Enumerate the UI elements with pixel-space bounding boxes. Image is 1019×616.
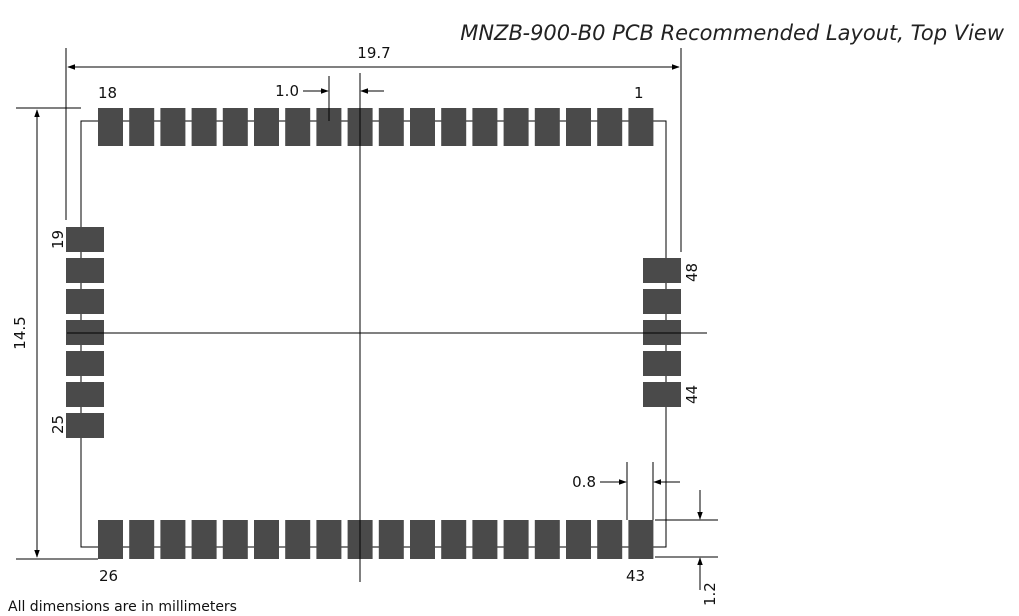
- pad-right-44: [643, 382, 681, 407]
- pad-top-17: [129, 108, 155, 146]
- height-value-label: 14.5: [11, 316, 29, 349]
- pin-label-1: 1: [634, 84, 644, 102]
- pad-bottom-29: [191, 520, 217, 559]
- pad-bottom-27: [129, 520, 155, 559]
- pad-top-3: [566, 108, 591, 146]
- pad-left-20: [66, 258, 104, 283]
- pad-right-47: [643, 289, 681, 314]
- pin-label-25: 25: [49, 415, 67, 434]
- pad-bottom-30: [222, 520, 248, 559]
- width-value-label: 19.7: [357, 44, 390, 62]
- pad-bottom-33: [316, 520, 342, 559]
- pad-bottom-38: [472, 520, 498, 559]
- pad-top-13: [254, 108, 279, 146]
- pad-top-6: [472, 108, 498, 146]
- pad-bottom-28: [160, 520, 186, 559]
- pad-top-18: [98, 108, 123, 146]
- pad-right-45: [643, 351, 681, 376]
- figure-title: MNZB-900-B0 PCB Recommended Layout, Top …: [460, 21, 1005, 45]
- pin-label-44: 44: [683, 385, 701, 404]
- pin-label-19: 19: [49, 230, 67, 249]
- pad-top-12: [285, 108, 311, 146]
- pad-bottom-43: [628, 520, 654, 559]
- pin-label-18: 18: [98, 84, 117, 102]
- units-footnote: All dimensions are in millimeters: [8, 599, 237, 615]
- pad-bottom-41: [566, 520, 591, 559]
- pitch-value-label: 1.0: [275, 82, 299, 100]
- offset-value-label: 1.2: [701, 582, 719, 606]
- pad-width-value-label: 0.8: [572, 473, 596, 491]
- pin-label-26: 26: [99, 567, 118, 585]
- pad-bottom-36: [410, 520, 435, 559]
- pad-bottom-42: [597, 520, 623, 559]
- pad-top-5: [503, 108, 529, 146]
- pad-bottom-31: [254, 520, 279, 559]
- pad-left-25: [66, 413, 104, 438]
- pad-bottom-26: [98, 520, 123, 559]
- pad-top-14: [222, 108, 248, 146]
- pad-left-19: [66, 227, 104, 252]
- pad-top-1: [628, 108, 654, 146]
- pad-left-21: [66, 289, 104, 314]
- pad-bottom-37: [441, 520, 467, 559]
- left-pad-column: [66, 227, 104, 438]
- pad-bottom-39: [503, 520, 529, 559]
- bottom-pad-row: [98, 520, 654, 559]
- pad-bottom-40: [534, 520, 560, 559]
- pad-bottom-35: [378, 520, 404, 559]
- pad-right-48: [643, 258, 681, 283]
- pin-label-48: 48: [683, 263, 701, 282]
- top-pad-row: [98, 108, 654, 146]
- pin-label-43: 43: [626, 567, 645, 585]
- pad-top-7: [441, 108, 467, 146]
- pad-top-15: [191, 108, 217, 146]
- pad-top-16: [160, 108, 186, 146]
- pad-top-2: [597, 108, 623, 146]
- pad-top-8: [410, 108, 435, 146]
- pad-top-9: [378, 108, 404, 146]
- pad-top-4: [534, 108, 560, 146]
- pad-bottom-32: [285, 520, 311, 559]
- pad-left-24: [66, 382, 104, 407]
- pad-left-23: [66, 351, 104, 376]
